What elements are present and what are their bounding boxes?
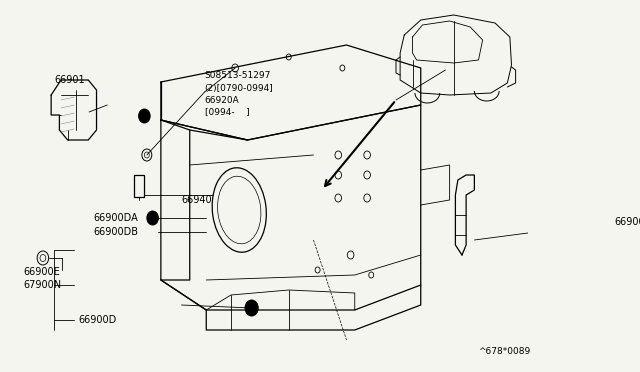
Text: 66900DB: 66900DB [93, 227, 139, 237]
Text: 66940: 66940 [182, 195, 212, 205]
Circle shape [147, 211, 159, 225]
Text: [0994-    ]: [0994- ] [205, 108, 249, 116]
Text: 66920A: 66920A [205, 96, 239, 105]
Text: 66901: 66901 [54, 75, 85, 85]
Text: (2)[0790-0994]: (2)[0790-0994] [205, 83, 273, 93]
Text: S08513-51297: S08513-51297 [205, 71, 271, 80]
Text: 66900E: 66900E [23, 267, 60, 277]
Text: 67900N: 67900N [23, 280, 61, 290]
Text: 66900: 66900 [614, 217, 640, 227]
Circle shape [139, 109, 150, 123]
Text: 66900D: 66900D [78, 315, 116, 325]
Circle shape [245, 300, 258, 316]
Text: 66900DA: 66900DA [94, 213, 139, 223]
Text: ^678*0089: ^678*0089 [479, 347, 531, 356]
